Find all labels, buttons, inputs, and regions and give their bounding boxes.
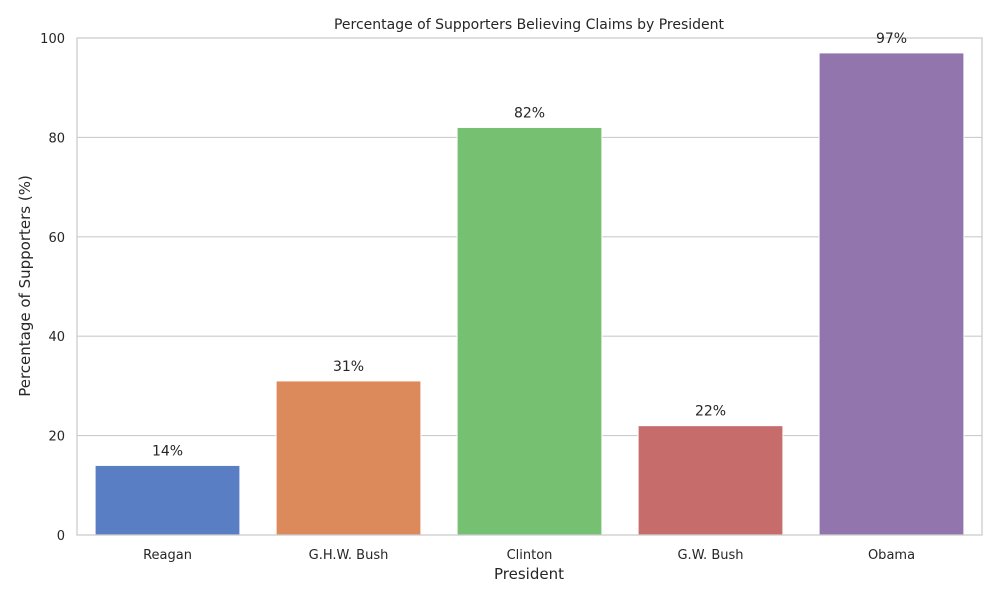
data-label: 22% [695, 404, 726, 420]
bar [94, 464, 241, 536]
x-tick-label: G.W. Bush [677, 548, 743, 563]
y-tick-labels: 0 20 40 60 80 100 [40, 32, 65, 544]
y-axis-label: Percentage of Supporters (%) [16, 175, 34, 397]
y-tick-label: 100 [40, 32, 65, 47]
y-tick-label: 80 [48, 131, 65, 146]
plot-frame [76, 37, 983, 536]
bars [94, 52, 965, 536]
y-tick-label: 60 [48, 231, 65, 246]
data-label: 97% [876, 31, 907, 47]
y-tick-label: 40 [48, 330, 65, 345]
chart-title: Percentage of Supporters Believing Claim… [334, 17, 725, 33]
bar [275, 380, 422, 536]
x-tick-label: Obama [868, 548, 915, 563]
x-tick-label: Clinton [507, 548, 553, 563]
bar [456, 126, 603, 536]
data-label: 14% [152, 443, 183, 459]
x-tick-label: Reagan [143, 548, 192, 563]
y-tick-label: 20 [48, 430, 65, 445]
bar [637, 425, 784, 536]
data-labels: 14% 31% 82% 22% 97% [152, 31, 907, 460]
x-axis-label: President [494, 565, 564, 583]
bar [818, 52, 965, 536]
x-tick-label: G.H.W. Bush [309, 548, 389, 563]
data-label: 31% [333, 359, 364, 375]
x-tick-labels: Reagan G.H.W. Bush Clinton G.W. Bush Obama [143, 548, 915, 563]
data-label: 82% [514, 105, 545, 121]
y-tick-label: 0 [57, 529, 65, 544]
plot-border [76, 37, 983, 536]
